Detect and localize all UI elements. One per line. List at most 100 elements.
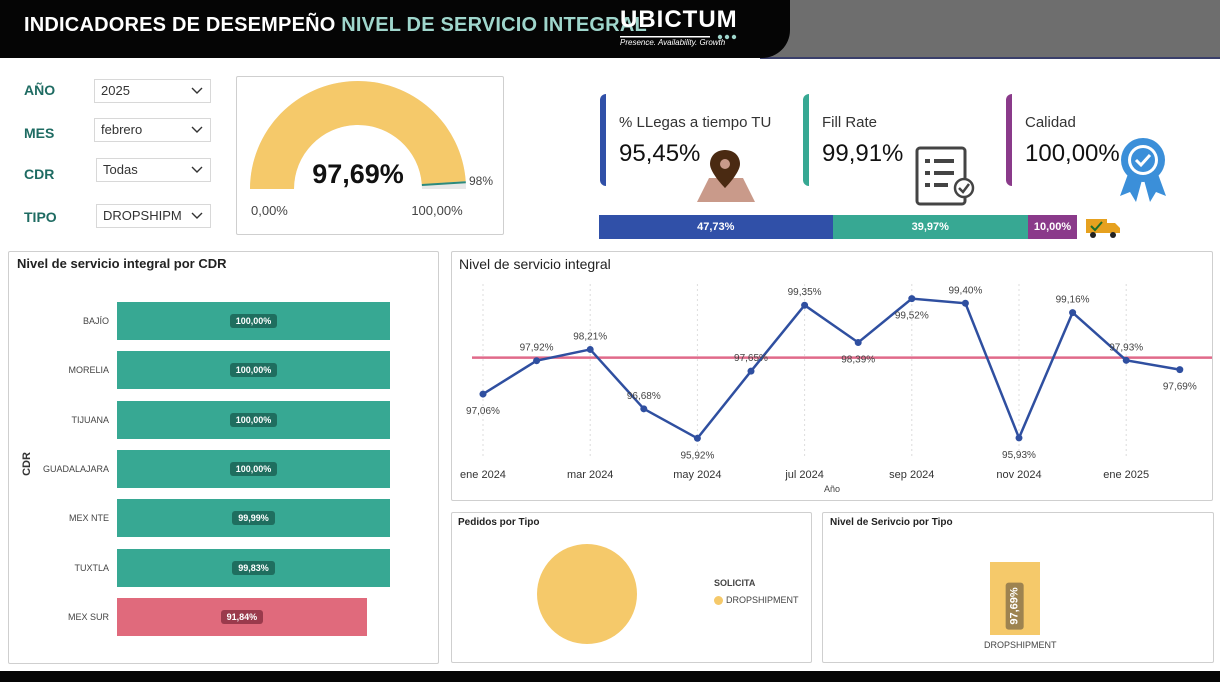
type-bar-value-label: 97,69% [1006,582,1024,630]
cdr-bar-value-label: 99,83% [232,560,275,575]
data-point [854,338,862,346]
data-label: 95,92% [680,450,714,461]
data-point [747,367,755,375]
company-logo: UBICTUM Presence. Availability. Growth [620,6,745,52]
data-point [1176,366,1184,374]
kpi-fillrate-label: Fill Rate [822,114,878,131]
cdr-bar[interactable]: 99,83% [117,548,390,587]
composition-segment-ontime: 47,73% [599,215,833,239]
pie-legend-item: DROPSHIPMENT [714,595,799,605]
line-chart-x-axis-label: Año [824,484,841,494]
x-tick-label: nov 2024 [996,469,1041,481]
data-point [586,345,594,353]
filter-cdr-label: CDR [24,166,55,182]
data-point [1015,434,1023,442]
cdr-bar-value-label: 100,00% [229,314,278,328]
type-bar-value-wrap: 97,69% [1003,571,1027,641]
kpi-composition-bar: 47,73% 39,97% 10,00% [599,215,1077,239]
data-label: 99,52% [895,311,929,322]
series-line [482,297,1181,442]
filter-type-label: TIPO [24,209,57,225]
line-chart-panel: Nivel de servicio integral ene 2024 mar 2… [451,251,1213,501]
data-label: 97,92% [520,343,554,354]
cdr-bar[interactable]: 100,00% [117,400,390,439]
data-label: 97,65% [734,353,768,364]
data-label: 97,06% [466,406,500,417]
cdr-bar-label: BAJÍO [82,316,109,326]
data-label: 98,21% [573,331,607,342]
filter-type-select[interactable]: DROPSHIPME... [96,204,211,228]
type-chart-title: Nivel de Serivcio por Tipo [830,517,953,528]
x-tick-label: jul 2024 [784,469,824,481]
x-tick-label: ene 2025 [1103,469,1149,481]
kpi-ontime-label: % LLegas a tiempo TU [619,114,772,131]
cdr-bar-label: TIJUANA [71,414,109,425]
kpi-quality-accent [1006,94,1012,186]
chevron-down-icon [191,126,203,133]
cdr-chart-panel: Nivel de servicio integral por CDR CDR B… [8,251,439,664]
data-point [1122,356,1130,364]
kpi-fillrate-accent [803,94,809,186]
header-bar [0,0,790,58]
cdr-bar[interactable]: 100,00% [117,302,390,340]
gauge-max-label: 100,00% [411,203,463,218]
logo-name: UBICTUM [620,6,738,33]
type-bar-category-label: DROPSHIPMENT [984,640,1057,650]
data-point [1069,309,1077,317]
chevron-down-icon [191,212,203,219]
cdr-bar-label: MEX NTE [68,513,109,524]
filter-month-label: MES [24,125,55,141]
cdr-chart-title: Nivel de servicio integral por CDR [17,256,227,271]
filter-cdr-select[interactable]: Todas [96,158,211,182]
data-point [801,301,809,309]
data-label: 99,40% [948,285,982,296]
kpi-quality-label: Calidad [1025,114,1076,131]
data-label: 95,93% [1002,450,1036,461]
x-tick-label: sep 2024 [889,469,934,481]
gauge-card: 97,69% 0,00% 100,00% 98% [236,76,504,235]
kpi-ontime-accent [600,94,606,186]
gauge-chart: 97,69% 0,00% 100,00% 98% [250,81,493,218]
cdr-axis-label: CDR [20,452,33,476]
pie-legend-title: SOLICITA [714,578,756,588]
kpi-fillrate-value: 99,91% [822,140,904,167]
footer-bar [0,671,1220,682]
kpi-ontime-value: 95,45% [619,140,701,167]
data-point [533,357,541,365]
cdr-bar[interactable]: 100,00% [117,351,390,390]
data-label: 98,39% [841,354,875,365]
cdr-bar-label: MEX SUR [67,611,109,622]
line-chart: ene 2024 mar 2024 may 2024 jul 2024 sep 2024… [460,284,1212,481]
filter-year-select[interactable]: 2025 [94,79,211,103]
cdr-bar[interactable]: 100,00% [117,449,390,488]
legend-dot [714,595,723,605]
page-title: INDICADORES DE DESEMPEÑO NIVEL DE SERVIC… [24,14,647,36]
cdr-bar[interactable]: 91,84% [117,597,367,636]
data-point [640,405,648,413]
data-label: 97,69% [1163,382,1197,393]
quality-badge-icon [1120,138,1166,202]
x-tick-label: mar 2024 [567,469,613,481]
delivery-truck-icon [1086,219,1120,238]
pie-chart [537,544,637,644]
cdr-bar[interactable]: 99,99% [117,499,390,538]
type-chart-panel: Nivel de Serivcio por Tipo 97,69% DROPSH… [822,512,1214,663]
logo-tagline: Presence. Availability. Growth [620,38,726,47]
filter-month-select[interactable]: febrero [94,118,211,142]
data-point [479,390,487,398]
cdr-bar-label: MORELIA [68,365,109,376]
gauge-value: 97,69% [312,159,404,189]
x-tick-label: may 2024 [673,469,721,481]
chevron-down-icon [191,87,203,94]
header-right-band [760,0,1220,59]
location-pin-icon [697,150,755,202]
data-label: 99,16% [1056,295,1090,306]
cdr-bar-value-label: 100,00% [229,363,278,378]
cdr-bar-label: GUADALAJARA [42,463,109,474]
data-label: 97,93% [1109,342,1143,353]
cdr-bar-label: TUXTLA [74,562,109,573]
data-label: 99,35% [788,287,822,298]
gauge-target-label: 98% [469,174,493,188]
data-point [961,299,969,307]
pie-chart-panel: Pedidos por Tipo SOLICITA DROPSHIPMENT [451,512,812,663]
